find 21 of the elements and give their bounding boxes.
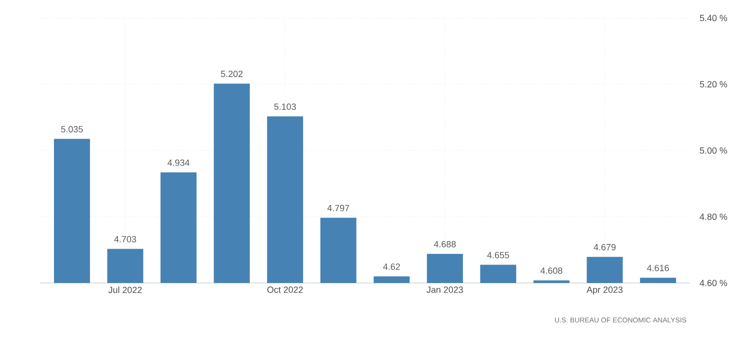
y-tick-label: 4.60 % xyxy=(700,280,728,286)
y-tick-label: 5.20 % xyxy=(700,81,728,88)
data-label: 4.934 xyxy=(168,159,190,166)
data-label: 4.655 xyxy=(487,252,510,258)
x-tick-label: Jul 2022 xyxy=(108,286,142,294)
data-label: 4.679 xyxy=(594,244,616,250)
x-tick-label: Oct 2022 xyxy=(267,286,303,293)
data-label: 4.688 xyxy=(434,240,456,248)
y-tick-label: 4.80 % xyxy=(700,214,728,220)
data-label: 5.035 xyxy=(61,126,83,132)
data-label: 4.703 xyxy=(114,236,136,242)
y-tick-label: 5.00 % xyxy=(700,147,728,154)
data-label: 4.616 xyxy=(647,264,669,272)
data-label: 4.62 xyxy=(383,264,400,270)
x-tick-label: Jan 2023 xyxy=(426,286,463,293)
data-label: 5.103 xyxy=(274,104,296,110)
data-label: 4.608 xyxy=(540,267,562,274)
data-label: 5.202 xyxy=(220,70,243,78)
x-tick-label: Apr 2023 xyxy=(586,286,623,295)
data-label: 4.797 xyxy=(327,204,350,212)
y-tick-label: 5.40 % xyxy=(700,14,728,22)
